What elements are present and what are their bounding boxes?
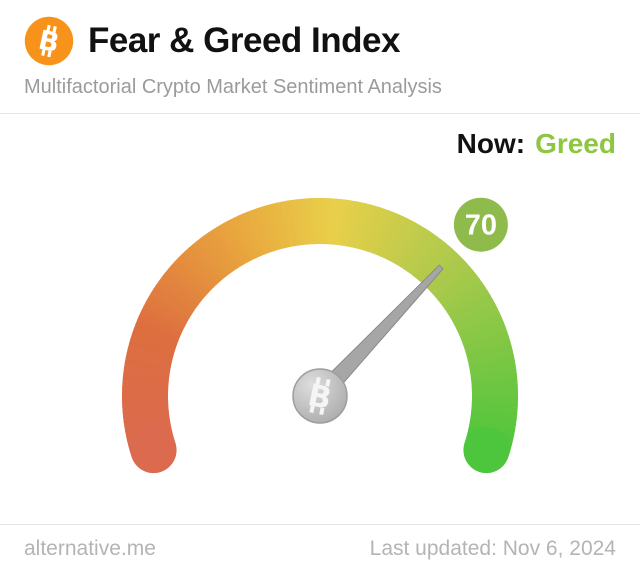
bitcoin-icon: B bbox=[24, 16, 74, 66]
title-row: B Fear & Greed Index bbox=[24, 16, 616, 66]
now-label: Now: bbox=[456, 128, 526, 159]
header: B Fear & Greed Index Multifactorial Cryp… bbox=[0, 0, 640, 113]
gauge-chart: 70 B bbox=[121, 197, 518, 474]
gauge-container: 70 B bbox=[0, 160, 640, 524]
footer: alternative.me Last updated: Nov 6, 2024 bbox=[0, 524, 640, 575]
now-value: Greed bbox=[535, 128, 616, 159]
subtitle: Multifactorial Crypto Market Sentiment A… bbox=[24, 76, 442, 98]
gauge-value-label: 70 bbox=[465, 210, 497, 242]
page-title: Fear & Greed Index bbox=[88, 21, 400, 60]
top-divider bbox=[0, 113, 640, 114]
bitcoin-icon-circle bbox=[24, 16, 74, 66]
last-updated: Last updated: Nov 6, 2024 bbox=[369, 537, 616, 560]
gauge-hub: B bbox=[292, 368, 348, 424]
current-sentiment-row: Now: Greed bbox=[0, 114, 640, 160]
gauge-value-badge: 70 bbox=[453, 197, 508, 252]
site-link[interactable]: alternative.me bbox=[24, 537, 156, 560]
